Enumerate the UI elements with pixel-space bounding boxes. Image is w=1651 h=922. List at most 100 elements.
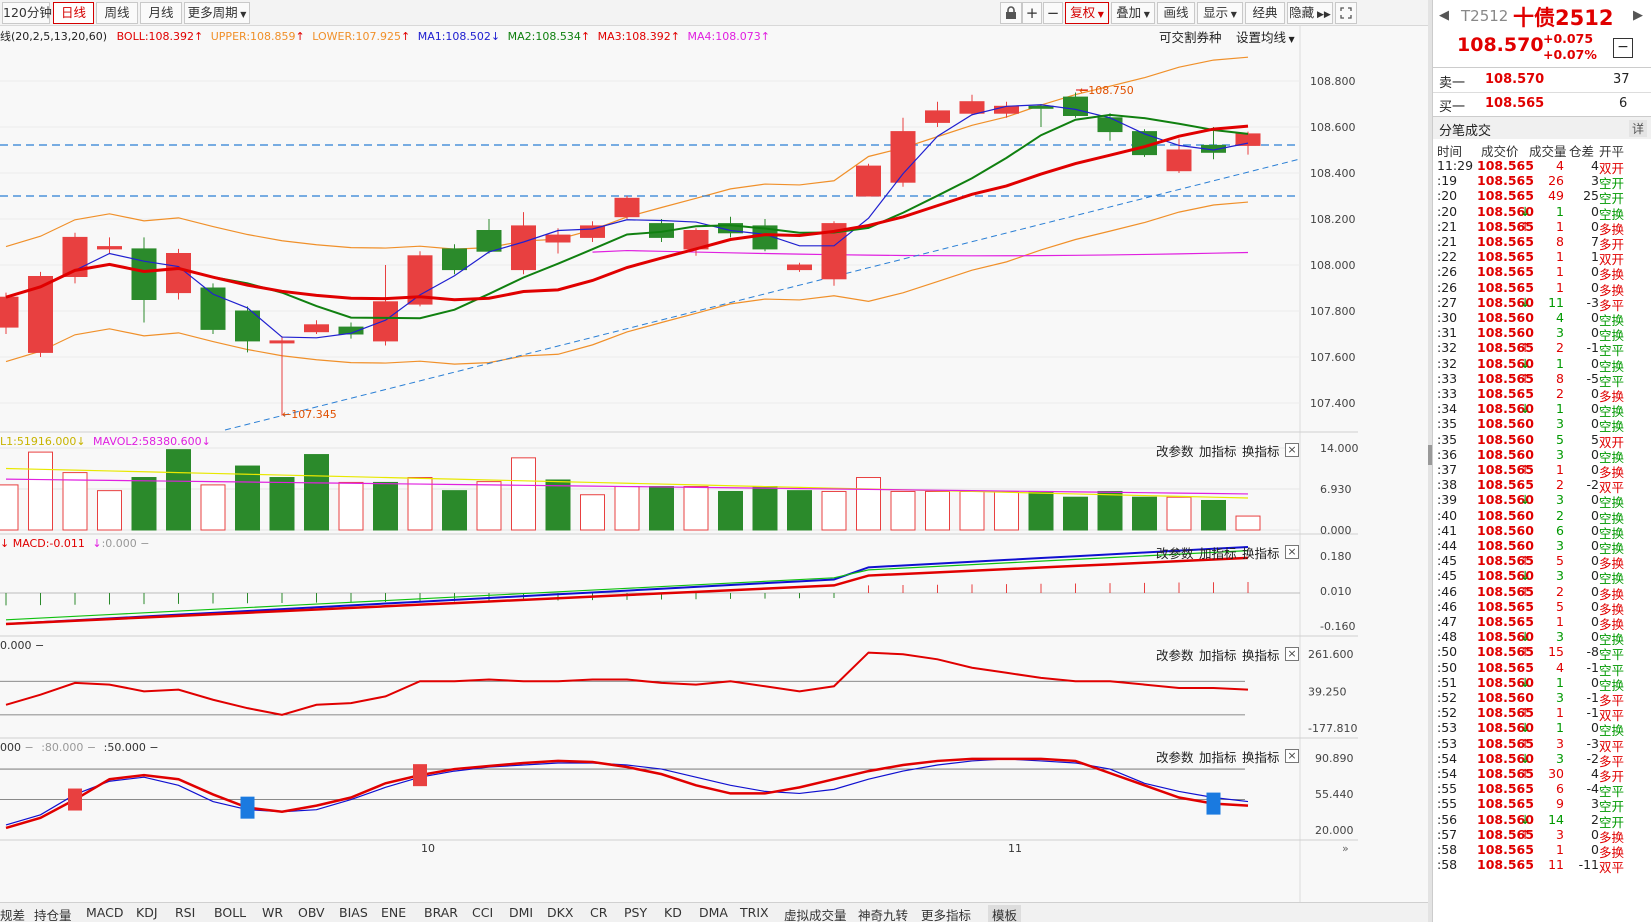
close-panel-icon[interactable]: ×: [1285, 647, 1299, 661]
indicator-tab[interactable]: CR: [590, 905, 608, 920]
tick-row: :47 108.565 1 0 多换: [1433, 614, 1651, 632]
macd-y-axis: 0.180 0.010 -0.160: [1320, 550, 1355, 633]
ma-settings-dropdown[interactable]: 设置均线 ▼: [1236, 27, 1295, 46]
change-params-button[interactable]: 改参数: [1156, 750, 1194, 765]
quote-panel: ◀ T2512 十债2512 ▶ 108.570 +0.075 +0.07% −…: [1432, 0, 1651, 922]
indicator-tab[interactable]: MACD: [86, 905, 124, 920]
overlay-dropdown[interactable]: 叠加 ▼: [1111, 2, 1155, 24]
tick-open-close: 多换: [1599, 845, 1625, 860]
indicator-tab[interactable]: DMA: [699, 905, 728, 920]
hide-button[interactable]: 隐藏 ▶▶: [1287, 2, 1333, 24]
indicator-tab[interactable]: BIAS: [339, 905, 368, 920]
add-indicator-button[interactable]: 加指标: [1199, 750, 1237, 765]
tick-row: :50 108.565 4 -1 空平: [1433, 660, 1651, 678]
tick-price: 108.565: [1477, 173, 1534, 189]
add-indicator-button[interactable]: 加指标: [1199, 444, 1237, 459]
tick-price: 108.560: [1477, 720, 1534, 736]
indicator-tab[interactable]: BOLL: [214, 905, 247, 920]
indicator-tab[interactable]: WR: [262, 905, 284, 920]
indicator-tab[interactable]: KD: [664, 905, 682, 920]
indicator-tab[interactable]: DKX: [547, 905, 574, 920]
indicator-tab[interactable]: 虚拟成交量: [784, 908, 847, 922]
tick-volume: 2: [1556, 386, 1564, 401]
display-dropdown[interactable]: 显示 ▼: [1197, 2, 1243, 24]
collapse-icon[interactable]: −: [1613, 38, 1633, 58]
add-indicator-button[interactable]: 加指标: [1199, 648, 1237, 663]
change-params-button[interactable]: 改参数: [1156, 648, 1194, 663]
indicator-tab[interactable]: ENE: [381, 905, 407, 920]
tick-open-close: 多平: [1599, 693, 1625, 708]
ticks-detail-button[interactable]: 详: [1629, 120, 1648, 137]
indicator-tab[interactable]: TRIX: [740, 905, 769, 920]
draw-line-button[interactable]: 画线: [1157, 2, 1195, 24]
chart-background: [0, 26, 1300, 902]
indicator-tab[interactable]: CCI: [472, 905, 494, 920]
indicator-tab[interactable]: KDJ: [136, 905, 158, 920]
prev-contract-icon[interactable]: ◀: [1439, 8, 1449, 23]
indicator-tab[interactable]: 持仓量: [34, 908, 72, 922]
change-params-button[interactable]: 改参数: [1156, 546, 1194, 561]
tick-volume: 4: [1556, 158, 1564, 173]
swap-indicator-button[interactable]: 换指标: [1242, 750, 1280, 765]
ticks-col-oi-change: 仓差: [1569, 144, 1595, 159]
tick-oi-change: 0: [1591, 325, 1599, 341]
period-monthly-button[interactable]: 月线: [140, 2, 182, 24]
overlay-label: 叠加: [1116, 5, 1142, 20]
classic-button[interactable]: 经典: [1245, 2, 1285, 24]
tick-row: :37 108.565 ↑ 1 0 多换: [1433, 462, 1651, 480]
lock-icon[interactable]: [1000, 2, 1022, 24]
volume-bar: [890, 490, 916, 531]
candle-body: [718, 223, 743, 234]
tick-oi-change: 5: [1591, 431, 1599, 447]
divider: [1433, 92, 1651, 93]
tick-row: :48 108.560 ↓ 3 0 空换: [1433, 629, 1651, 647]
arrow-down-icon: ↓: [490, 30, 501, 43]
indicator-tab[interactable]: RSI: [175, 905, 196, 920]
deliverable-bonds-button[interactable]: 可交割券种: [1159, 30, 1222, 45]
period-daily-button[interactable]: 日线: [53, 2, 94, 24]
indicator-tab[interactable]: DMI: [509, 905, 534, 920]
tick-open-close: 双平: [1599, 860, 1625, 876]
tick-oi-change: 0: [1591, 355, 1599, 371]
indicator-tab[interactable]: 更多指标: [921, 908, 972, 922]
splitter-handle[interactable]: [1428, 445, 1432, 465]
ma2-value: MA2:108.534: [507, 30, 581, 43]
indicator-tab[interactable]: BRAR: [424, 905, 458, 920]
close-panel-icon[interactable]: ×: [1285, 443, 1299, 457]
more-periods-dropdown[interactable]: 更多周期 ▼: [184, 2, 250, 24]
kline-chart[interactable]: ←108.750 ←107.345 108.800108.600108.4001…: [0, 26, 1358, 902]
panel-splitter[interactable]: [1428, 0, 1432, 922]
tick-row: :32 108.560 ↓ 1 0 空换: [1433, 355, 1651, 374]
indicator-tab[interactable]: 神奇九转: [858, 908, 909, 922]
zoom-out-button[interactable]: −: [1043, 2, 1063, 24]
close-panel-icon[interactable]: ×: [1285, 545, 1299, 559]
tick-price: 108.565: [1477, 249, 1534, 265]
swap-indicator-button[interactable]: 换指标: [1242, 546, 1280, 561]
tick-volume: 3: [1556, 735, 1564, 751]
period-120min-button[interactable]: 120分钟: [2, 2, 52, 24]
fullscreen-icon[interactable]: [1335, 2, 1357, 24]
indicator-tab[interactable]: PSY: [624, 905, 648, 920]
indicator-tab[interactable]: 模板: [988, 905, 1022, 922]
fuquan-dropdown[interactable]: 复权 ▼: [1065, 2, 1109, 24]
change-params-button[interactable]: 改参数: [1156, 444, 1194, 459]
tick-price: 108.560: [1477, 690, 1534, 705]
period-weekly-button[interactable]: 周线: [96, 2, 138, 24]
indicator-tab[interactable]: OBV: [298, 905, 325, 920]
tick-time: :32: [1437, 355, 1458, 371]
tick-open-close: 空换: [1599, 571, 1625, 587]
swap-indicator-button[interactable]: 换指标: [1242, 444, 1280, 459]
zoom-in-button[interactable]: +: [1022, 2, 1042, 24]
swap-indicator-button[interactable]: 换指标: [1242, 648, 1280, 663]
trend-line[interactable]: [224, 158, 1301, 431]
tick-time: :36: [1437, 446, 1458, 462]
cci-grid: [0, 680, 1245, 716]
tick-time: :41: [1437, 522, 1458, 538]
next-contract-icon[interactable]: ▶: [1633, 8, 1643, 23]
close-panel-icon[interactable]: ×: [1285, 749, 1299, 763]
add-indicator-button[interactable]: 加指标: [1199, 546, 1237, 561]
chevron-right-icon[interactable]: »: [1342, 842, 1349, 855]
volume-bar: [166, 449, 191, 531]
indicator-tab[interactable]: 规差: [0, 908, 26, 922]
contract-code: T2512: [1461, 7, 1509, 25]
